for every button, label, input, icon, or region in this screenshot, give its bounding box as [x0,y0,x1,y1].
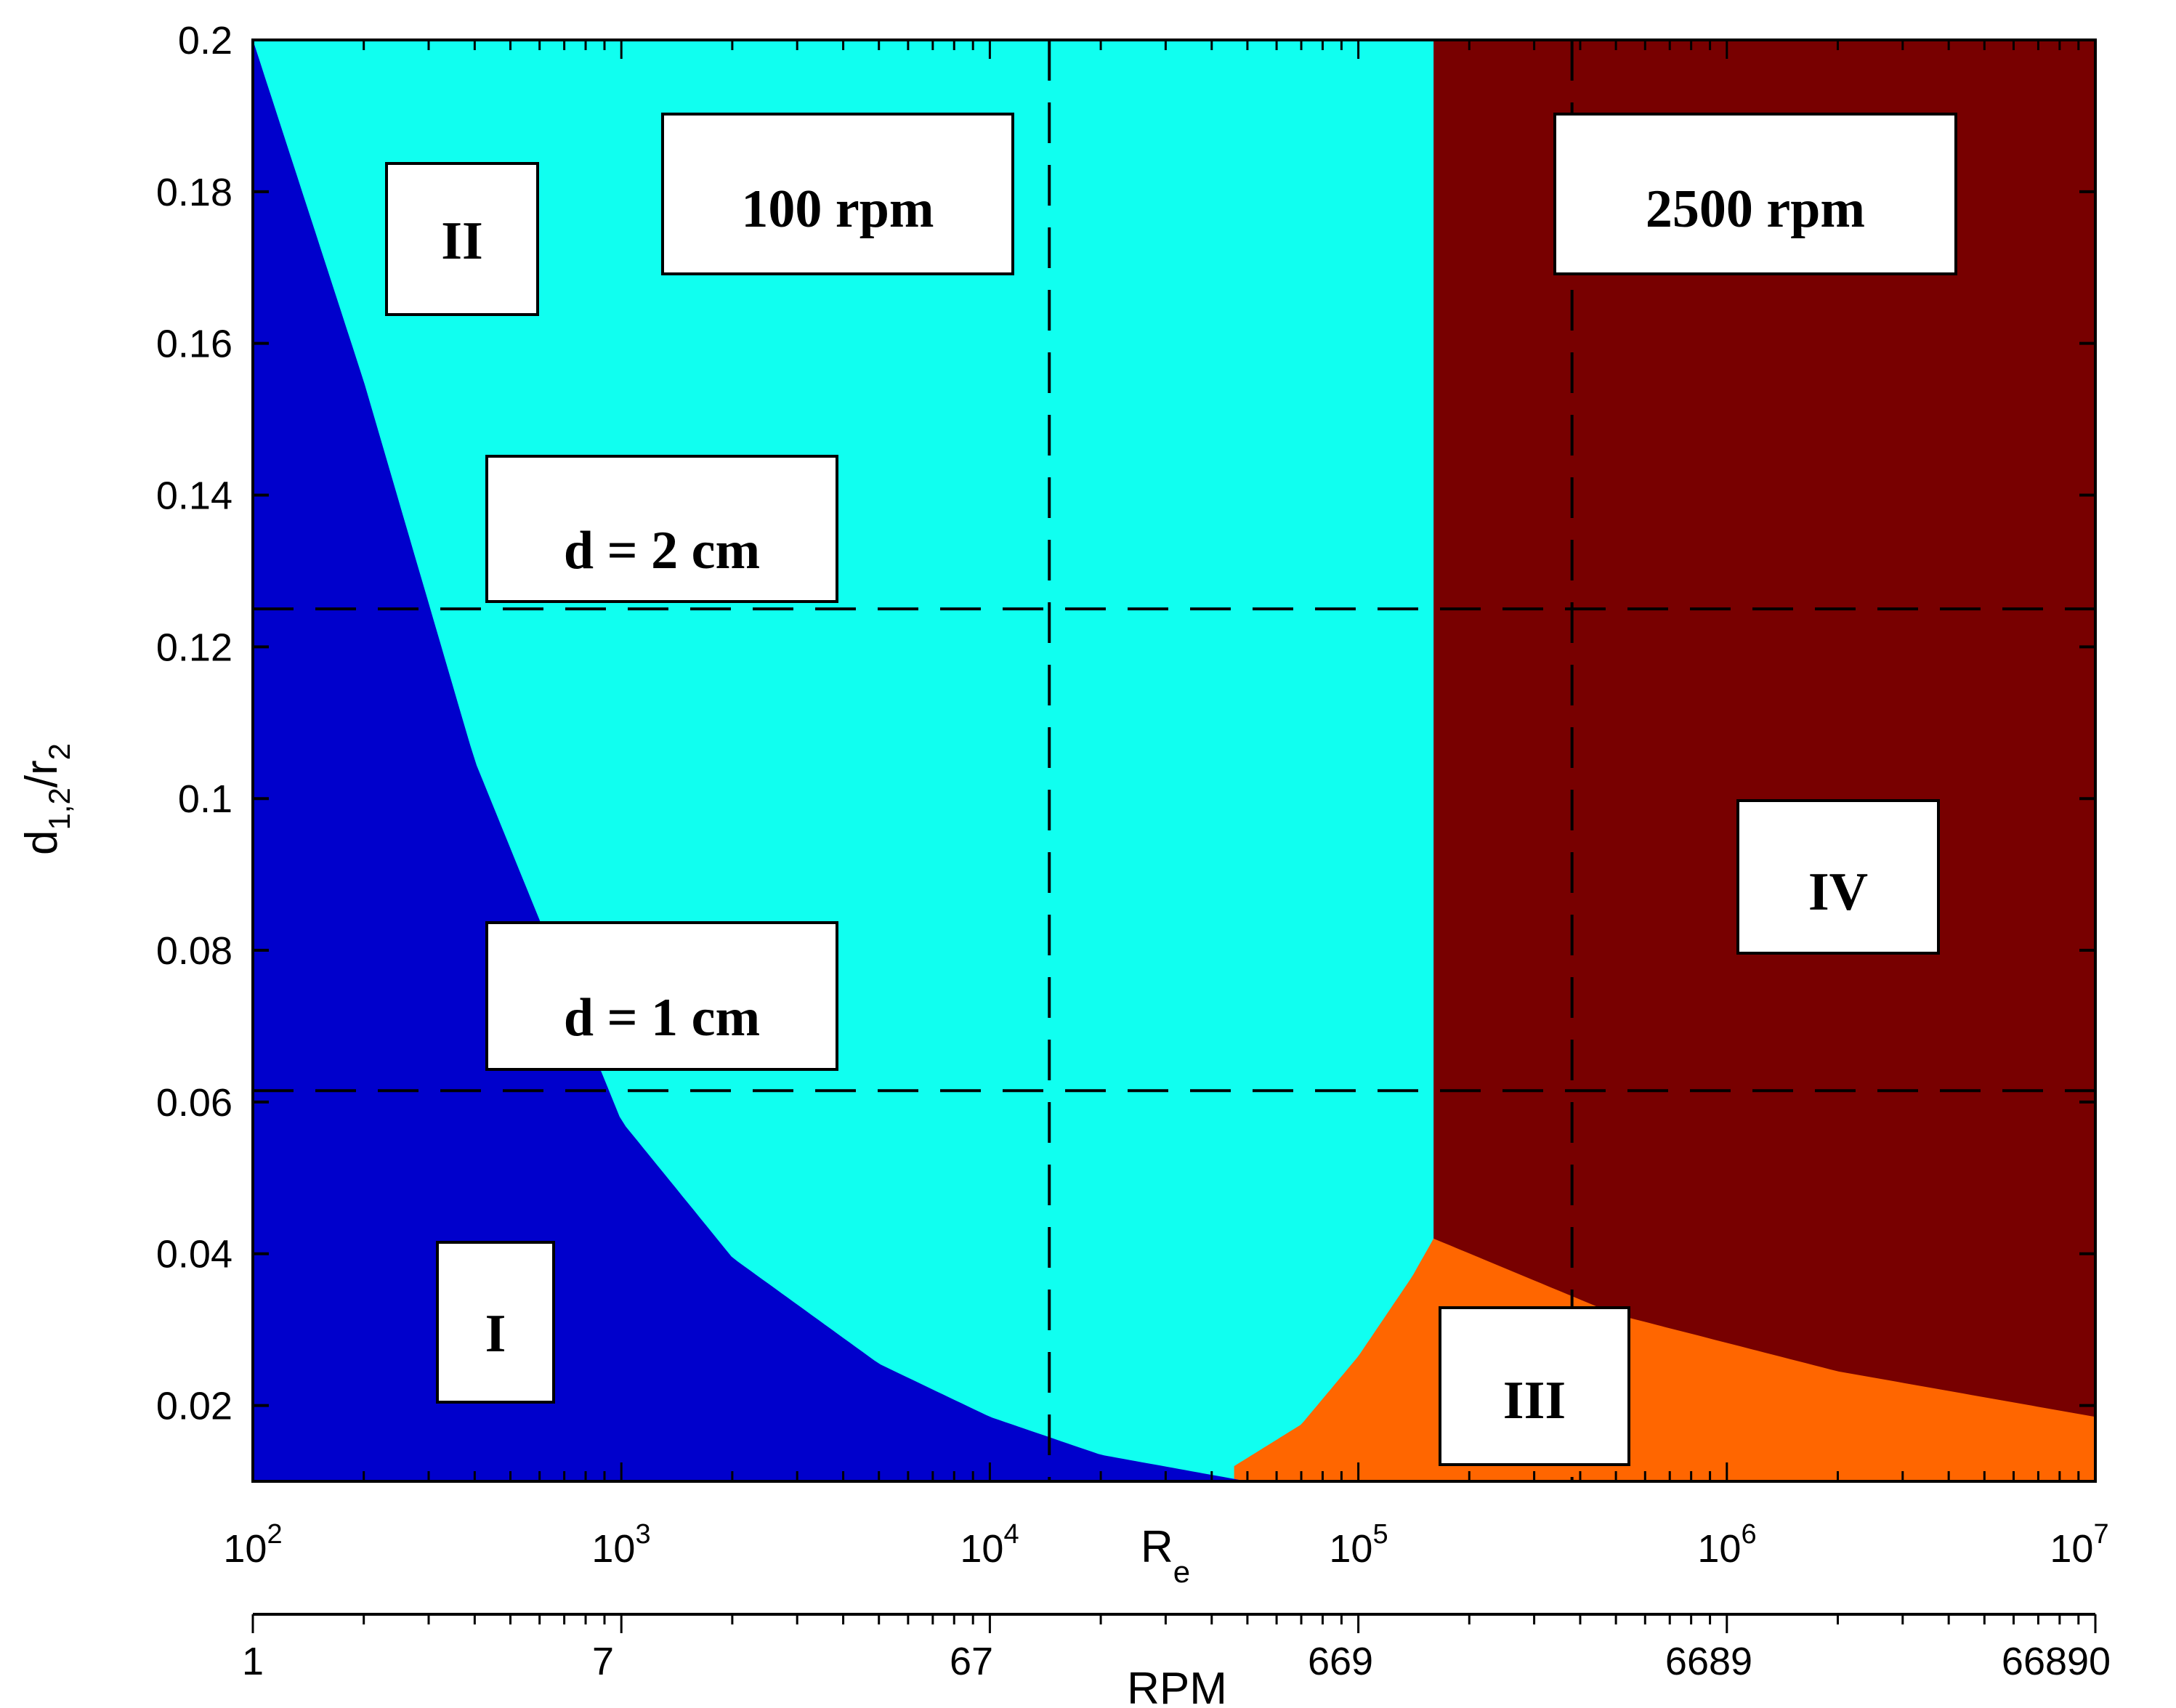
label-d1cm: d = 1 cm [564,988,760,1048]
label-II: II [441,211,483,271]
x-tick-label: 102 [223,1519,282,1571]
label-100rpm: 100 rpm [741,179,934,239]
rpm-tick-label: 67 [950,1640,993,1683]
region-IV [1433,40,2095,1481]
label-IV: IV [1808,862,1868,922]
rpm-tick-label: 669 [1308,1640,1373,1683]
rpm-tick-label: 7 [592,1640,614,1683]
y-tick-label: 0.12 [156,626,232,669]
x-tick-label: 106 [1697,1519,1756,1571]
y-tick-label: 0.18 [156,171,232,214]
label-box-d2cm: d = 2 cm [485,455,838,603]
y-tick-label: 0.04 [156,1233,232,1276]
rpm-tick-label: 6689 [1665,1640,1752,1683]
x-tick-label: 105 [1329,1519,1388,1571]
label-box-II: II [385,162,539,316]
y-tick-label: 0.2 [178,19,232,62]
rpm-tick-labels: 1 7 67 669 6689 66890 [242,1640,2111,1683]
x-tick-label: 103 [591,1519,650,1571]
label-2500rpm: 2500 rpm [1646,179,1865,239]
x-minor-ticks [251,40,2097,1481]
y-tick-label: 0.16 [156,323,232,366]
y-tick-label: 0.06 [156,1081,232,1125]
y-tick-label: 0.02 [156,1385,232,1428]
plot-frame [251,39,2097,1483]
label-box-IV: IV [1736,799,1940,955]
rpm-tick-label: 66890 [2002,1640,2111,1683]
label-I: I [485,1304,506,1364]
x-tick-labels: 102 103 104 105 106 107 [223,1519,2108,1571]
x-tick-label: 107 [2050,1519,2108,1571]
x-axis-title: Re [1141,1522,1190,1589]
rpm-tick-label: 1 [242,1640,264,1683]
region-I [253,40,1247,1481]
rpm-ticks [251,1614,2097,1633]
label-box-III: III [1439,1306,1630,1466]
label-box-d1cm: d = 1 cm [485,921,838,1071]
y-tick-labels: 0.02 0.04 0.06 0.08 0.1 0.12 0.14 0.16 0… [156,19,232,1428]
y-tick-label: 0.08 [156,929,232,973]
label-box-I: I [436,1241,555,1404]
rpm-axis-title: RPM [1127,1664,1227,1708]
y-tick-label: 0.1 [178,777,232,821]
y-axis-title: d1,2/r2 [17,743,76,855]
label-box-100rpm: 100 rpm [661,113,1014,275]
label-box-2500rpm: 2500 rpm [1553,113,1957,275]
x-tick-label: 104 [960,1519,1019,1571]
label-III: III [1503,1371,1566,1430]
label-d2cm: d = 2 cm [564,521,760,580]
reference-lines [253,40,2095,1481]
y-tick-label: 0.14 [156,474,232,518]
